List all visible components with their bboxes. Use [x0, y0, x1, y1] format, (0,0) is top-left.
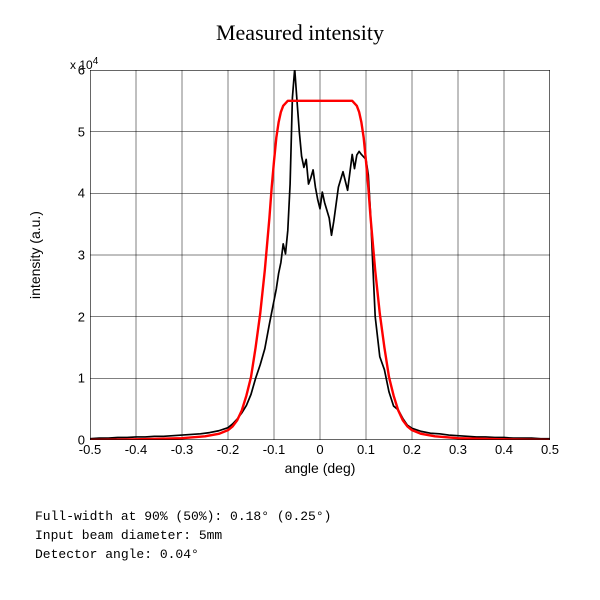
y-axis-label: intensity (a.u.): [27, 155, 43, 355]
caption: Full-width at 90% (50%): 0.18° (0.25°) I…: [35, 508, 331, 565]
x-tick: 0.5: [530, 442, 570, 457]
plot-svg: [90, 70, 550, 440]
y-tick: 4: [45, 186, 85, 201]
caption-line-2: Input beam diameter: 5mm: [35, 527, 331, 546]
x-tick: 0.2: [392, 442, 432, 457]
y-tick: 2: [45, 309, 85, 324]
x-tick: 0: [300, 442, 340, 457]
x-tick: 0.1: [346, 442, 386, 457]
caption-line-3: Detector angle: 0.04°: [35, 546, 331, 565]
y-tick: 6: [45, 63, 85, 78]
x-tick: -0.1: [254, 442, 294, 457]
x-tick: -0.2: [208, 442, 248, 457]
caption-line-1: Full-width at 90% (50%): 0.18° (0.25°): [35, 508, 331, 527]
chart-title: Measured intensity: [0, 20, 600, 46]
chart-container: Measured intensity x 104 intensity (a.u.…: [0, 0, 600, 600]
x-tick: 0.4: [484, 442, 524, 457]
y-tick: 3: [45, 248, 85, 263]
x-tick: 0.3: [438, 442, 478, 457]
y-tick: 0: [45, 433, 85, 448]
y-tick: 5: [45, 124, 85, 139]
grid: [90, 70, 550, 440]
x-tick: -0.4: [116, 442, 156, 457]
x-axis-label: angle (deg): [90, 460, 550, 476]
x-tick: -0.3: [162, 442, 202, 457]
y-tick: 1: [45, 371, 85, 386]
